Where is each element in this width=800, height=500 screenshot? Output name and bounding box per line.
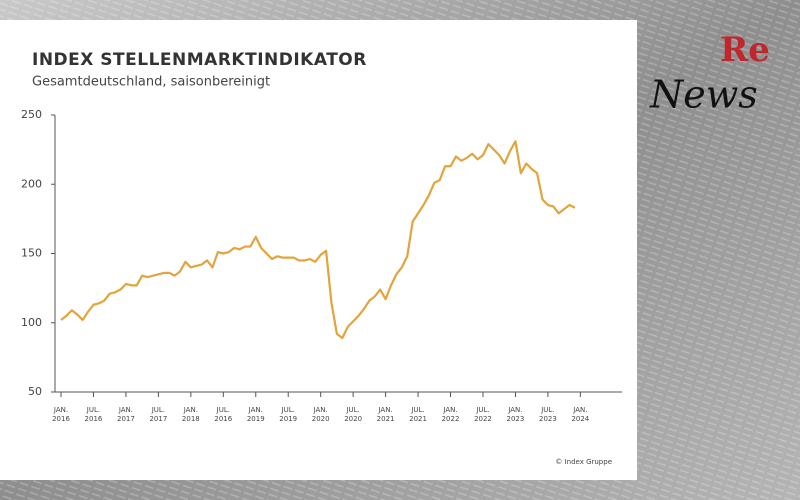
x-tick-label: JAN. 2018 bbox=[182, 406, 200, 423]
logo-news: News bbox=[649, 73, 758, 117]
data-line bbox=[60, 140, 576, 340]
x-tick-label: JAN. 2022 bbox=[442, 406, 460, 423]
chart-card bbox=[0, 20, 637, 480]
x-tick-label: JUL. 2016 bbox=[214, 406, 232, 423]
chart-subtitle: Gesamtdeutschland, saisonbereinigt bbox=[32, 75, 270, 90]
chart-title: INDEX STELLENMARKTINDIKATOR bbox=[32, 50, 367, 70]
y-tick-label: 250 bbox=[21, 108, 42, 121]
y-tick-label: 150 bbox=[21, 247, 42, 260]
credit: © Index Gruppe bbox=[555, 458, 612, 466]
x-tick-label: JAN. 2019 bbox=[247, 406, 265, 423]
x-tick-label: JUL. 2021 bbox=[409, 406, 427, 423]
x-tick-label: JAN. 2020 bbox=[312, 406, 330, 423]
logo-re: Re bbox=[720, 30, 770, 70]
x-tick-label: JAN. 2016 bbox=[52, 406, 70, 423]
y-tick-label: 100 bbox=[21, 316, 42, 329]
x-tick-label: JUL. 2020 bbox=[344, 406, 362, 423]
y-tick-label: 200 bbox=[21, 177, 42, 190]
x-tick-label: JUL. 2022 bbox=[474, 406, 492, 423]
x-tick-label: JUL. 2023 bbox=[539, 406, 557, 423]
x-tick-label: JAN. 2021 bbox=[377, 406, 395, 423]
x-tick-label: JUL. 2019 bbox=[279, 406, 297, 423]
x-tick-label: JUL. 2016 bbox=[85, 406, 103, 423]
x-tick-label: JAN. 2017 bbox=[117, 406, 135, 423]
x-tick-label: JAN. 2023 bbox=[507, 406, 525, 423]
x-tick-label: JUL. 2017 bbox=[149, 406, 167, 423]
y-tick-label: 50 bbox=[28, 385, 42, 398]
x-tick-label: JAN. 2024 bbox=[571, 406, 589, 423]
